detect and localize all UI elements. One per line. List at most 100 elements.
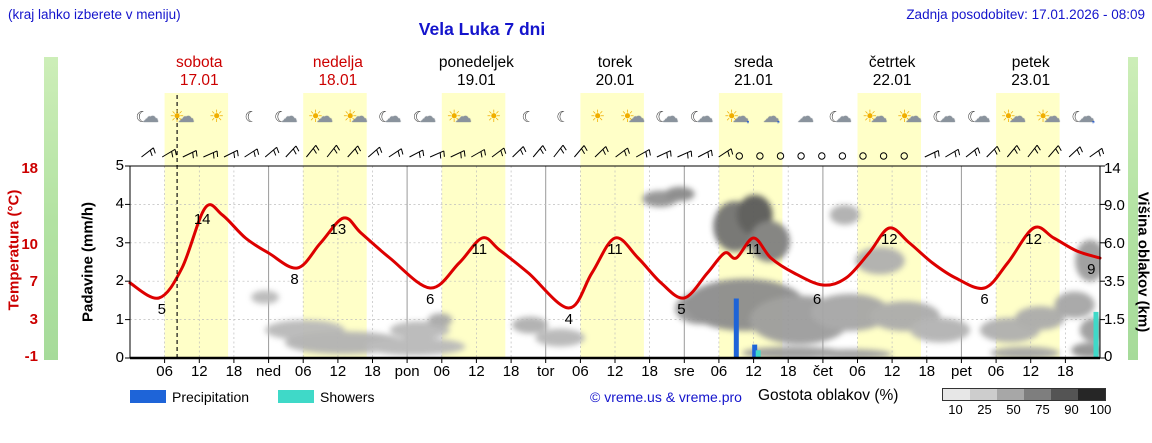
sun-cloud-rain-icon: ☀☁’’ [718, 106, 754, 131]
t-tick--1: -1 [24, 348, 38, 365]
c-tick-1.5: 1.5 [1104, 311, 1125, 328]
day-date: 20.01 [595, 72, 635, 89]
c-tick-3.5: 3.5 [1104, 273, 1125, 290]
cloud-glyph: ☁ [419, 107, 437, 126]
t-tick-3: 3 [29, 311, 38, 328]
cloud-glyph: ☁ [280, 107, 298, 126]
sun-cloud-icon: ☀☁ [857, 106, 893, 130]
sun-glyph: ☀ [1000, 107, 1017, 126]
p-tick-0: 0 [115, 349, 124, 366]
x-label-12: 12 [745, 363, 762, 380]
svg-text:11: 11 [746, 241, 762, 258]
day-name: petek [1011, 54, 1050, 71]
x-label-18: 18 [779, 363, 797, 380]
p-tick-2: 2 [115, 272, 124, 289]
day-name: nedelja [312, 54, 363, 71]
x-label-12: 12 [606, 363, 624, 380]
c-tick-6.0: 6.0 [1104, 235, 1125, 252]
cloud-height-colorbar-strip [1128, 57, 1138, 360]
x-label-12: 12 [883, 363, 901, 380]
sun-glyph: ☀ [208, 107, 225, 126]
sun-cloud-icon: ☀☁ [995, 106, 1031, 130]
moon-glyph: ☾ [967, 109, 981, 126]
moon-cloud-icon: ☾☁ [129, 106, 165, 130]
svg-text:12: 12 [1025, 231, 1042, 248]
cloud-glyph: ☁ [384, 107, 402, 126]
c-tick-9.0: 9.0 [1104, 197, 1125, 214]
p-tick-5: 5 [115, 157, 124, 174]
x-label-06: 06 [294, 363, 312, 380]
moon-glyph: ☾ [274, 109, 288, 126]
svg-text:5: 5 [158, 301, 166, 318]
x-label-06: 06 [433, 363, 451, 380]
sun-cloud-icon: ☀☁ [303, 106, 339, 130]
cloud-rain-icon: ☁’’ [753, 106, 789, 131]
cloud-glyph: ☁ [797, 107, 815, 126]
day-date: 22.01 [872, 72, 912, 89]
cloud-icon: ☁ [788, 106, 824, 130]
svg-text:12: 12 [881, 231, 898, 248]
cloud-glyph: ☁ [870, 107, 888, 126]
svg-text:6: 6 [980, 291, 988, 308]
sun-glyph: ☀ [896, 107, 913, 126]
day-date: 19.01 [457, 72, 496, 89]
moon-icon: ☾ [233, 106, 269, 130]
sun-cloud-icon: ☀☁ [337, 106, 373, 130]
t-tick-7: 7 [29, 273, 38, 290]
day-name: sreda [734, 54, 773, 71]
svg-text:9: 9 [1087, 261, 1095, 278]
day-name: četrtek [868, 54, 916, 71]
t-tick-10: 10 [21, 236, 38, 253]
cloud-density-shapes [251, 186, 1100, 358]
t-tick-18: 18 [21, 160, 38, 177]
x-label-06: 06 [156, 363, 173, 380]
cloud-glyph: ☁ [661, 107, 679, 126]
day-header-sobota: sobota 17.01 [134, 54, 264, 90]
moon-glyph: ☾ [135, 109, 150, 126]
x-label-pet: pet [950, 363, 972, 380]
x-label-12: 12 [190, 363, 208, 380]
x-label-06: 06 [849, 363, 866, 380]
cloud-glyph: ☁ [627, 107, 645, 126]
copyright-link[interactable]: © vreme.us & vreme.pro [590, 389, 742, 405]
x-label-18: 18 [1057, 363, 1074, 380]
day-header-sreda: sreda 21.01 [689, 54, 819, 90]
rain-glyph: ’’ [1091, 120, 1095, 131]
x-label-čet: čet [812, 363, 833, 380]
temperature-axis-ticks: 18 10 7 3 -1 [12, 0, 38, 443]
moon-glyph: ☾ [932, 109, 946, 126]
rain-glyph: ’’ [746, 120, 749, 131]
moon-cloud-icon: ☾☁ [822, 106, 858, 130]
p-tick-1: 1 [115, 311, 124, 328]
sun-glyph: ☀ [446, 107, 462, 126]
c-tick-14: 14 [1104, 160, 1121, 177]
moon-icon: ☾ [545, 106, 581, 130]
x-label-12: 12 [329, 363, 347, 380]
moon-icon: ☾ [510, 106, 546, 130]
svg-text:4: 4 [565, 311, 573, 328]
sun-glyph: ☀ [619, 107, 635, 126]
precipitation-axis-ticks: 5 4 3 2 1 0 [102, 0, 124, 443]
cloud-glyph: ☁ [905, 107, 923, 126]
x-label-12: 12 [468, 363, 485, 380]
sun-icon: ☀ [476, 106, 512, 130]
x-label-tor: tor [536, 363, 555, 380]
c-tick-0: 0 [1104, 348, 1113, 365]
x-label-18: 18 [225, 363, 243, 380]
x-label-12: 12 [1022, 363, 1040, 380]
moon-glyph: ☾ [556, 109, 570, 126]
moon-glyph: ☾ [655, 109, 669, 126]
cloud-glyph: ☁ [1009, 107, 1027, 126]
day-date: 17.01 [179, 72, 219, 89]
x-label-06: 06 [710, 363, 728, 380]
page-title: Vela Luka 7 dni [418, 19, 546, 39]
last-update-text: Zadnja posodobitev: 17.01.2026 - 08:09 [906, 7, 1145, 22]
location-hint: (kraj lahko izberete v meniju) [8, 7, 181, 22]
cloud-glyph: ☁ [938, 107, 956, 126]
day-header-petek: petek 23.01 [966, 54, 1096, 90]
day-header-četrtek: četrtek 22.01 [827, 54, 957, 90]
moon-glyph: ☾ [521, 109, 536, 126]
svg-text:6: 6 [426, 291, 434, 308]
day-header-nedelja: nedelja 18.01 [273, 54, 403, 90]
